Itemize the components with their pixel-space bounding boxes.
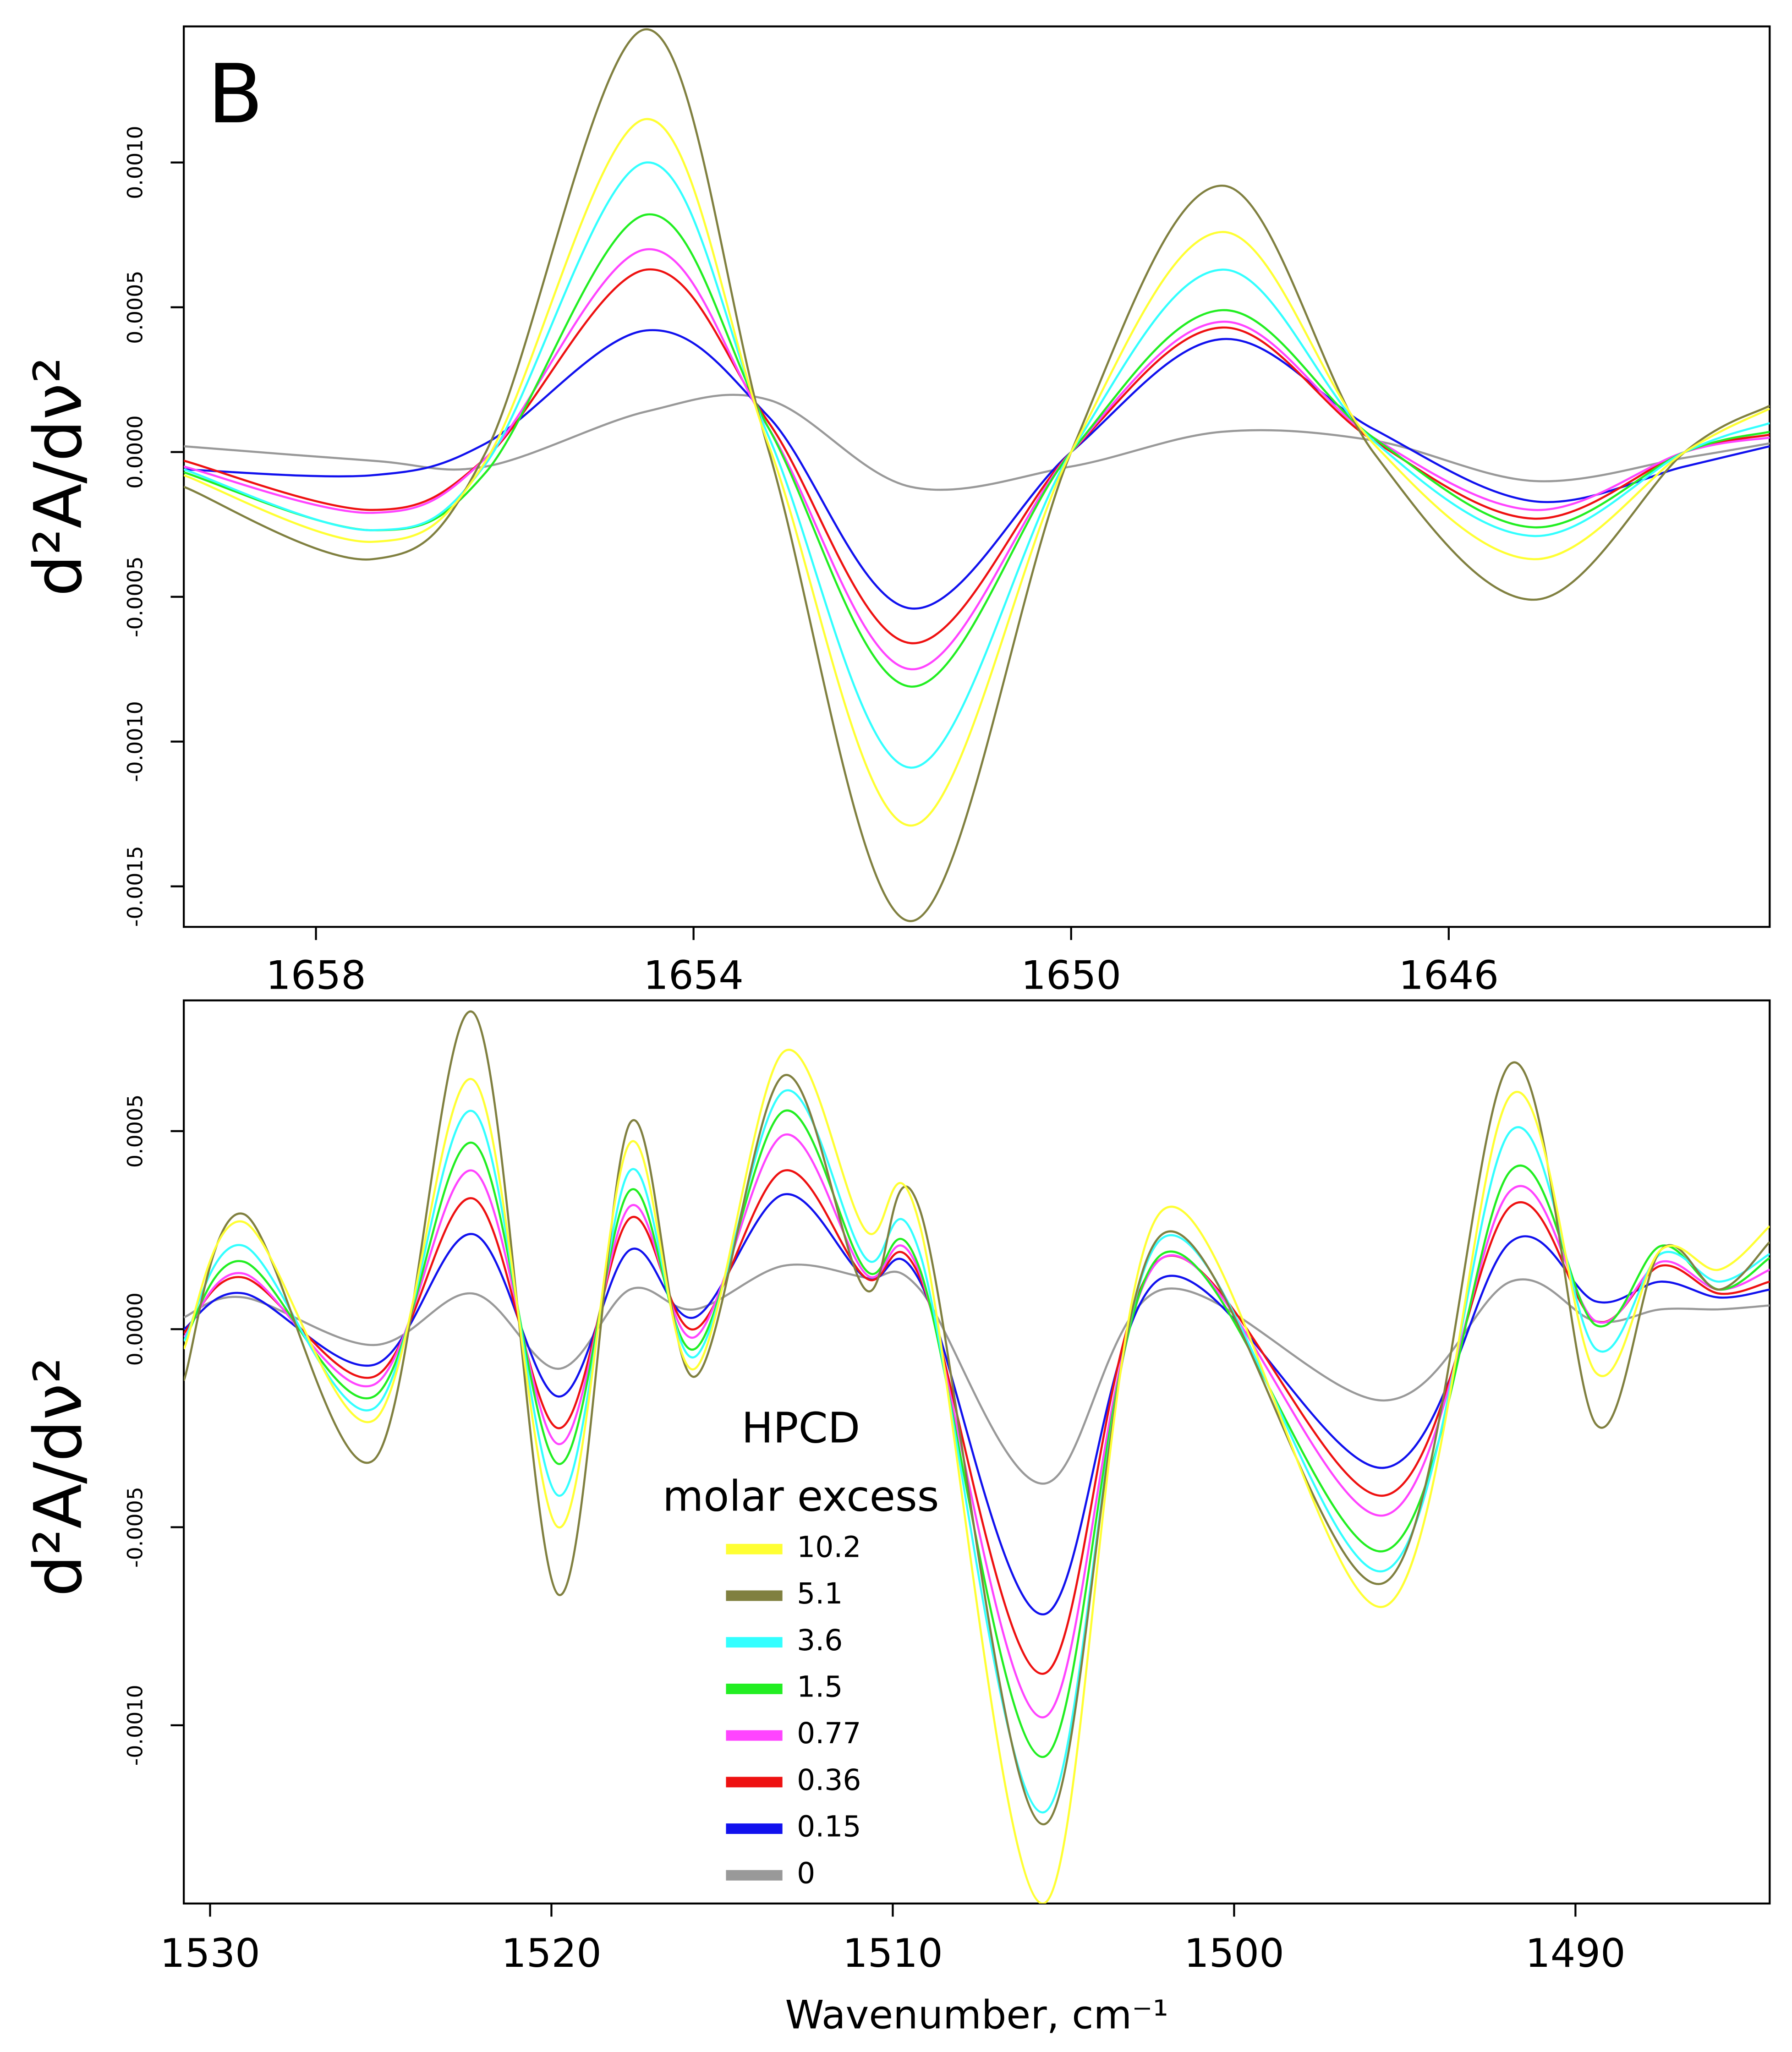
legend-label: 0.77	[797, 1716, 861, 1750]
x-tick-label: 1646	[1398, 952, 1499, 998]
y-axis-label: d²A/dν²	[20, 357, 97, 596]
legend-label: 0.36	[797, 1763, 861, 1797]
y-tick-label: 0.0005	[122, 271, 147, 344]
x-axis-label: Wavenumber, cm⁻¹	[785, 1992, 1168, 2038]
series-line	[184, 28, 1770, 922]
legend-label: 0	[797, 1856, 815, 1890]
x-tick-label: 1650	[1021, 952, 1121, 998]
y-tick-label: -0.0005	[122, 1487, 147, 1568]
series-line	[184, 213, 1770, 688]
x-tick-label: 1530	[160, 1931, 260, 1976]
series-line	[184, 248, 1770, 671]
y-tick-label: -0.0005	[122, 556, 147, 637]
series-line	[184, 1089, 1770, 1814]
legend-label: 1.5	[797, 1670, 843, 1704]
plot-area	[184, 28, 1770, 922]
x-tick-label: 1510	[843, 1931, 943, 1976]
series-line	[184, 1010, 1770, 1826]
series-line	[184, 1133, 1770, 1718]
y-tick-label: 0.0005	[122, 1094, 147, 1168]
y-tick-label: 0.0000	[122, 416, 147, 489]
y-tick-label: -0.0010	[122, 701, 147, 782]
y-tick-label: 0.0000	[122, 1292, 147, 1366]
x-tick-label: 1658	[266, 952, 366, 998]
series-line	[184, 329, 1770, 610]
series-line	[184, 1169, 1770, 1675]
series-line	[184, 118, 1770, 827]
series-line	[184, 1263, 1770, 1485]
series-line	[184, 268, 1770, 645]
series-line	[184, 1049, 1770, 1904]
x-tick-label: 1500	[1184, 1931, 1284, 1976]
plot-frame	[182, 25, 1771, 928]
legend-label: 0.15	[797, 1810, 861, 1844]
plot-area	[184, 1010, 1770, 1904]
y-tick-label: -0.0010	[122, 1685, 147, 1766]
series-line	[184, 1193, 1770, 1616]
legend-label: 10.2	[797, 1530, 861, 1564]
legend-label: 5.1	[797, 1576, 843, 1610]
x-tick-label: 1490	[1525, 1931, 1626, 1976]
series-line	[184, 1109, 1770, 1758]
legend-title: HPCD	[741, 1403, 860, 1452]
y-tick-label: 0.0010	[122, 126, 147, 199]
plot-frame	[182, 999, 1771, 1905]
series-line	[184, 394, 1770, 491]
panel-label: B	[208, 47, 263, 142]
series-line	[184, 161, 1770, 769]
x-tick-label: 1520	[501, 1931, 602, 1976]
y-tick-label: -0.0015	[122, 846, 147, 927]
legend-subtitle: molar excess	[663, 1472, 939, 1521]
y-axis-label: d²A/dν²	[20, 1357, 97, 1597]
x-tick-label: 1654	[643, 952, 744, 998]
legend-label: 3.6	[797, 1623, 843, 1657]
